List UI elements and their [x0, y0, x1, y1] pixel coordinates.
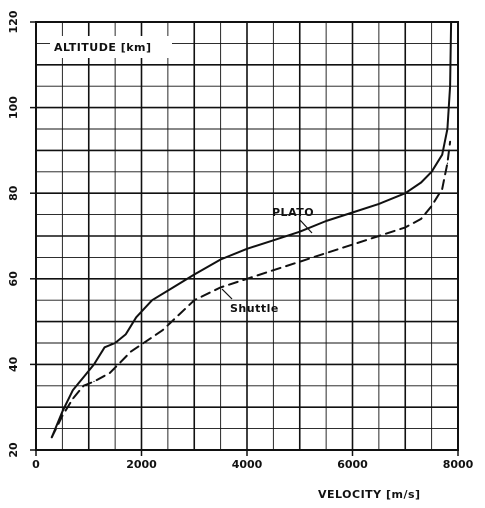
series-shuttle-point — [82, 385, 85, 387]
series-shuttle-point — [162, 329, 164, 331]
shuttle-annotation: Shuttle — [230, 302, 279, 315]
series-plato-point — [420, 181, 422, 184]
series-shuttle-point — [130, 350, 132, 353]
shuttle-leader-line — [221, 288, 233, 300]
x-tick-label: 4000 — [232, 458, 263, 471]
series-plato-point — [450, 21, 452, 23]
series-plato-point — [299, 231, 301, 233]
grid — [36, 22, 458, 450]
series-plato-point — [404, 192, 406, 194]
x-tick-label: 2000 — [126, 458, 157, 471]
series-shuttle-point — [431, 205, 433, 207]
series-layer — [50, 21, 453, 439]
series-shuttle-line — [50, 140, 452, 439]
series-plato-line — [50, 21, 453, 439]
series-plato-point — [246, 248, 248, 250]
series-plato-point — [272, 239, 274, 241]
series-shuttle-point — [404, 226, 406, 229]
x-tick-label: 6000 — [337, 458, 368, 471]
series-shuttle-point — [220, 286, 222, 288]
series-plato-point — [378, 203, 380, 205]
series-shuttle-point — [61, 415, 63, 417]
plato-annotation: PLATO — [272, 206, 314, 219]
series-shuttle-point — [246, 278, 248, 280]
x-axis-label: VELOCITY [m/s] — [318, 488, 421, 501]
y-axis-ticks: 20 40 60 80 100 120 — [7, 10, 36, 458]
y-tick-label: 80 — [7, 185, 20, 201]
series-plato-point — [446, 128, 449, 130]
series-plato-point — [220, 258, 222, 261]
series-plato-point — [431, 171, 433, 173]
y-tick-label: 40 — [7, 356, 20, 372]
series-shuttle-point — [72, 398, 74, 400]
y-tick-label: 20 — [7, 442, 20, 458]
series-plato-point — [72, 389, 74, 391]
series-plato-point — [135, 316, 137, 318]
series-plato-point — [151, 299, 153, 301]
series-shuttle-point — [449, 141, 451, 143]
series-shuttle-point — [93, 380, 95, 383]
series-shuttle-point — [420, 218, 422, 220]
x-axis-ticks: 0 2000 4000 6000 8000 — [32, 450, 474, 471]
y-tick-label: 120 — [7, 10, 20, 33]
series-plato-point — [114, 342, 116, 344]
plato-leader-line — [299, 219, 313, 234]
series-shuttle-point — [299, 261, 301, 263]
x-tick-label: 0 — [32, 458, 40, 471]
series-plato-point — [61, 410, 63, 413]
series-shuttle-point — [325, 252, 327, 254]
ylabel-background — [50, 36, 172, 58]
series-plato-point — [351, 211, 354, 214]
series-plato-point — [82, 376, 85, 378]
series-shuttle-point — [51, 436, 53, 438]
series-plato-point — [441, 154, 443, 156]
series-plato-point — [193, 273, 195, 276]
series-plato-point — [125, 333, 127, 336]
series-plato-point — [93, 363, 95, 365]
series-plato-point — [103, 346, 106, 348]
series-shuttle-point — [193, 299, 195, 301]
y-tick-label: 100 — [7, 96, 20, 119]
x-tick-label: 8000 — [443, 458, 474, 471]
series-shuttle-point — [378, 235, 380, 237]
series-shuttle-point — [446, 162, 449, 164]
y-tick-label: 60 — [7, 271, 20, 287]
series-shuttle-point — [272, 269, 274, 271]
series-shuttle-point — [441, 188, 443, 190]
series-plato-point — [172, 286, 174, 288]
series-plato-point — [449, 85, 451, 87]
y-axis-label: ALTITUDE [km] — [54, 41, 152, 54]
series-shuttle-point — [109, 372, 111, 374]
series-plato-point — [325, 220, 327, 222]
series-shuttle-point — [351, 243, 354, 246]
